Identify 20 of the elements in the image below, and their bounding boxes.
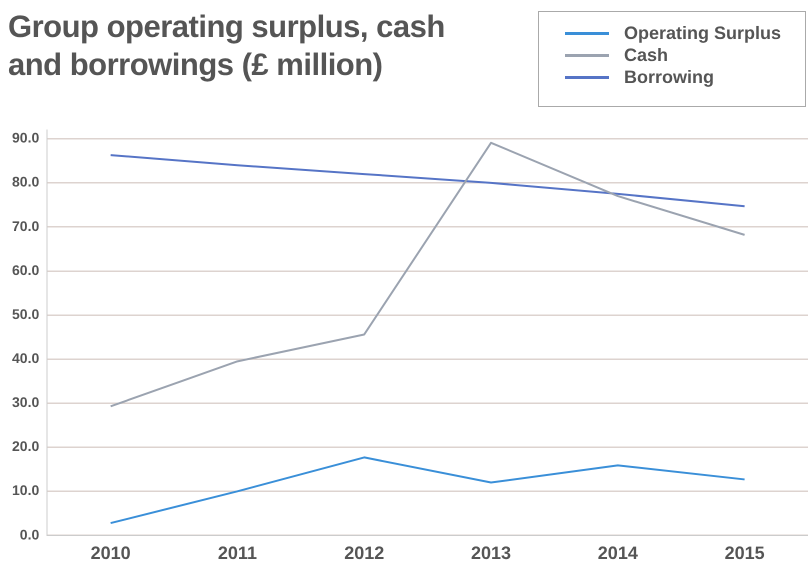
- y-tick-label: 70.0: [12, 218, 40, 234]
- legend-label: Borrowing: [624, 66, 714, 88]
- x-tick-label: 2013: [470, 543, 512, 564]
- y-tick-label: 40.0: [12, 350, 40, 366]
- x-tick-label: 2015: [724, 543, 765, 564]
- y-tick-label: 80.0: [12, 174, 40, 190]
- x-tick-label: 2011: [218, 543, 257, 564]
- y-tick-label: 30.0: [12, 394, 40, 410]
- y-tick-label: 0.0: [20, 526, 40, 542]
- y-tick-label: 20.0: [12, 438, 40, 454]
- x-tick-label: 2014: [598, 543, 638, 564]
- y-tick-label: 10.0: [12, 482, 40, 498]
- x-tick-label: 2012: [344, 543, 384, 564]
- y-tick-label: 50.0: [12, 306, 40, 322]
- chart-title: Group operating surplus, cash and borrowings (£ million): [8, 8, 446, 84]
- y-tick-label: 90.0: [12, 130, 40, 146]
- x-tick-label: 2010: [90, 543, 131, 564]
- y-tick-label: 60.0: [12, 262, 40, 278]
- legend-label: Cash: [624, 44, 668, 66]
- legend-label: Operating Surplus: [624, 22, 782, 44]
